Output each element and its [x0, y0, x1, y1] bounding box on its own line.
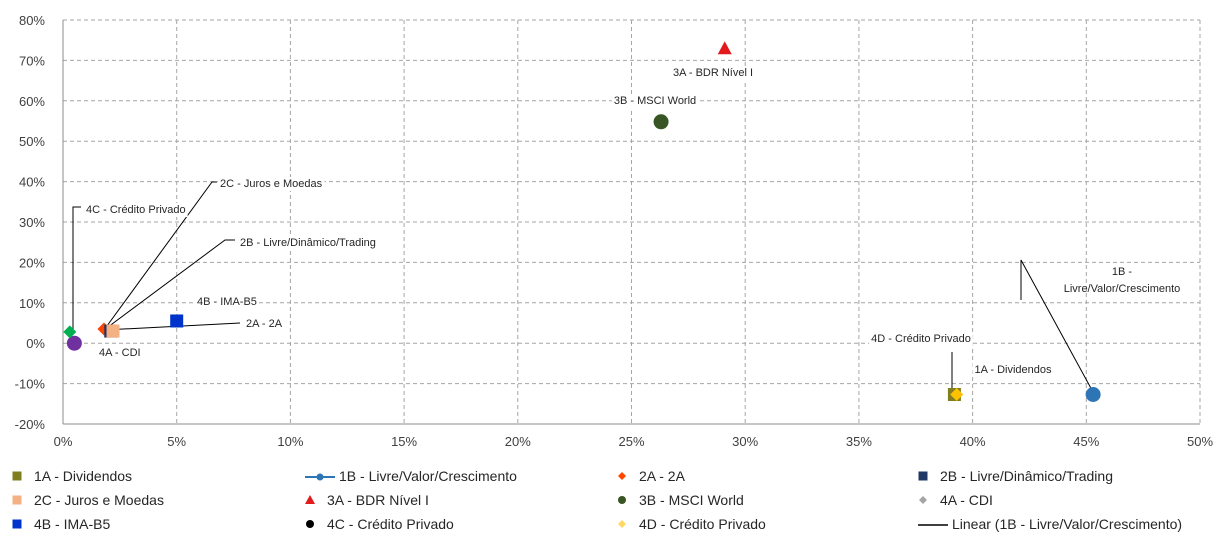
x-tick-label: 10%	[277, 434, 303, 449]
legend-marker-key	[12, 519, 22, 529]
y-tick-label: 60%	[19, 94, 45, 109]
point-label-background	[218, 177, 325, 191]
data-point	[106, 324, 120, 338]
legend-marker-key	[618, 472, 626, 480]
legend-marker-key	[12, 471, 22, 481]
y-tick-label: -20%	[15, 417, 46, 432]
x-tick-label: 25%	[618, 434, 644, 449]
legend-label: 1A - Dividendos	[34, 468, 132, 484]
y-tick-label: 20%	[19, 255, 45, 270]
legend-label: 4C - Crédito Privado	[327, 516, 454, 532]
data-point	[66, 335, 82, 351]
legend-marker-key	[305, 495, 315, 504]
point-label-background	[97, 346, 143, 360]
x-tick-label: 30%	[732, 434, 758, 449]
point-label-background	[244, 317, 285, 331]
point-label: 4C - Crédito Privado	[86, 204, 186, 216]
data-point	[717, 41, 732, 55]
legend-label: 1B - Livre/Valor/Crescimento	[339, 468, 517, 484]
point-label-background	[611, 94, 699, 108]
point-label: 1A - Dividendos	[974, 364, 1052, 376]
legend-label: 4D - Crédito Privado	[639, 516, 766, 532]
point-label: 2A - 2A	[246, 318, 283, 330]
x-tick-label: 35%	[846, 434, 872, 449]
axes: 80% 70% 60% 50% 40% 30% 20% 10% 0% -10% -20% 0% 5% 10…	[15, 13, 1214, 449]
legend-label: 4B - IMA-B5	[34, 516, 110, 532]
point-label: 3B - MSCI World	[614, 95, 696, 107]
x-tick-label: 45%	[1073, 434, 1099, 449]
data-point	[950, 388, 964, 402]
y-tick-label: 30%	[19, 215, 45, 230]
leader-line	[1020, 259, 1094, 393]
point-labels: 1A - Dividendos 1B - Livre/Valor/Crescimen…	[84, 66, 1180, 377]
data-point	[170, 314, 184, 328]
legend-label: 3B - MSCI World	[639, 492, 744, 508]
legend-marker-key	[306, 520, 314, 528]
point-label-background	[869, 332, 973, 346]
leader-line	[103, 239, 235, 331]
point-label: Livre/Valor/Crescimento	[1064, 283, 1181, 295]
legend-label: 2A - 2A	[639, 468, 686, 484]
x-tick-label: 0%	[54, 434, 73, 449]
point-label-background	[972, 363, 1055, 377]
legend-marker-key	[919, 496, 927, 504]
point-label: 4B - IMA-B5	[197, 296, 257, 308]
y-tick-label: 10%	[19, 296, 45, 311]
legend-marker-key	[618, 520, 626, 528]
x-tick-label: 40%	[960, 434, 986, 449]
point-label: 2B - Livre/Dinâmico/Trading	[240, 237, 376, 249]
point-label: 2C - Juros e Moedas	[220, 178, 323, 190]
legend-marker-key	[12, 495, 22, 505]
legend-label: 4A - CDI	[940, 492, 993, 508]
x-tick-label: 15%	[391, 434, 417, 449]
y-tick-label: 70%	[19, 53, 45, 68]
legend: 1A - Dividendos 1B - Livre/Valor/Crescime…	[12, 468, 1182, 532]
leader-line	[103, 181, 217, 331]
point-label: 3A - BDR Nível I	[673, 67, 753, 79]
leader-line	[72, 206, 81, 335]
point-label: 4A - CDI	[99, 347, 141, 359]
legend-label: 2C - Juros e Moedas	[34, 492, 164, 508]
legend-marker-key	[918, 471, 928, 481]
point-label: 4D - Crédito Privado	[871, 333, 971, 345]
legend-marker-key	[618, 496, 626, 504]
point-label: 1B -	[1112, 266, 1133, 278]
point-label-background	[84, 203, 188, 217]
y-tick-label: 50%	[19, 134, 45, 149]
y-tick-label: 40%	[19, 175, 45, 190]
y-tick-label: 0%	[26, 336, 45, 351]
x-tick-label: 50%	[1187, 434, 1213, 449]
point-label-background	[670, 66, 756, 80]
y-tick-label: 80%	[19, 13, 45, 28]
legend-marker-key	[316, 473, 324, 481]
point-label-background	[238, 236, 378, 250]
data-point	[63, 325, 77, 339]
label-leader-lines	[72, 181, 1094, 394]
legend-label: 3A - BDR Nível I	[327, 492, 429, 508]
x-tick-label: 20%	[505, 434, 531, 449]
data-point	[1085, 387, 1101, 403]
data-points	[63, 41, 1101, 403]
y-tick-label: -10%	[15, 377, 46, 392]
legend-label: Linear (1B - Livre/Valor/Crescimento)	[952, 516, 1182, 532]
legend-label: 2B - Livre/Dinâmico/Trading	[940, 468, 1113, 484]
data-point	[653, 114, 669, 130]
x-tick-label: 5%	[167, 434, 186, 449]
point-label-background	[195, 295, 259, 309]
